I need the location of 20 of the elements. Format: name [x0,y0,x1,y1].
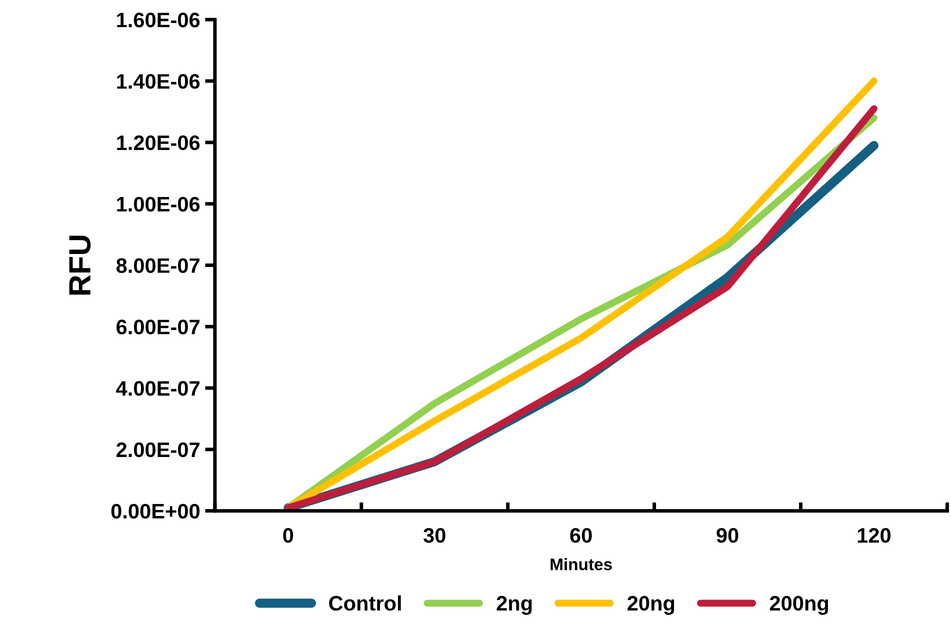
y-tick-label: 2.00E-07 [116,442,200,458]
legend-label: Control [329,595,401,611]
y-tick-label: 6.00E-07 [116,320,200,334]
y-tick-label: 1.20E-06 [117,135,200,150]
x-axis-title: Minutes [550,558,612,570]
x-tick-label: 90 [716,528,738,543]
legend-label: 200ng [770,596,828,615]
y-tick-label: 1.40E-06 [117,74,200,89]
legend-label: 20ng [628,596,674,615]
y-axis-title: RFU [69,236,91,295]
y-tick-label: 8.00E-07 [116,258,200,273]
x-tick-label: 0 [283,528,294,543]
x-tick-label: 30 [424,528,446,543]
legend-label: 2ng [496,596,532,615]
x-tick-label: 60 [570,528,592,543]
x-tick-label: 120 [858,528,890,543]
y-tick-label: 0.00E+00 [111,504,200,519]
y-tick-label: 1.60E-06 [117,12,200,28]
y-tick-label: 4.00E-07 [116,381,200,396]
y-tick-label: 1.00E-06 [117,196,200,212]
